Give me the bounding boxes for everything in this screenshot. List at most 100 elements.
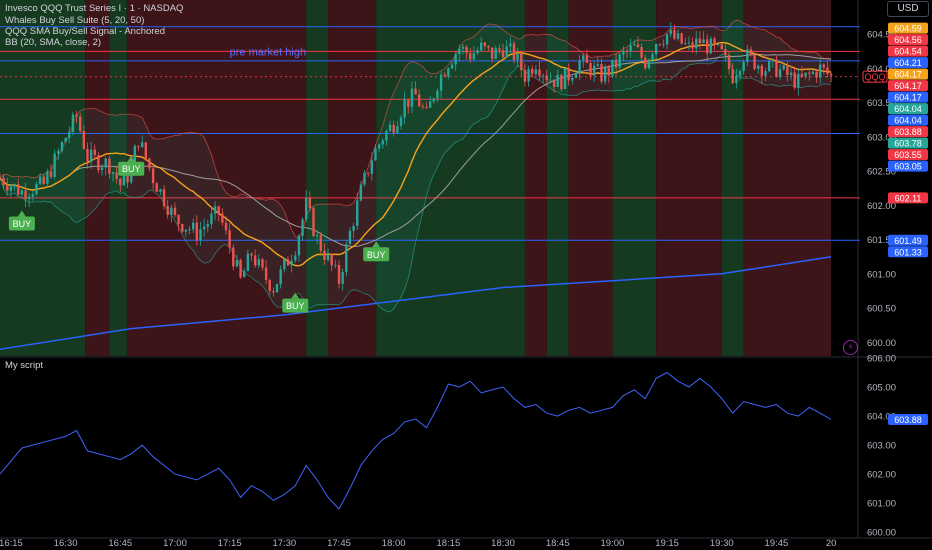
candle-body bbox=[199, 229, 202, 241]
candle-body bbox=[421, 106, 425, 108]
candle-body bbox=[709, 38, 713, 54]
candle-body bbox=[283, 259, 286, 270]
candle-body bbox=[483, 42, 487, 46]
candle-body bbox=[42, 176, 45, 184]
candle-body bbox=[377, 144, 381, 149]
buy-arrow bbox=[127, 155, 136, 162]
candle-body bbox=[811, 71, 815, 74]
candle-body bbox=[133, 145, 137, 169]
price-tick-label: 600.00 bbox=[867, 338, 896, 349]
candle-body bbox=[578, 60, 581, 74]
script-current-value: 603.88 bbox=[894, 415, 922, 425]
indicator-legend-whales[interactable]: Whales Buy Sell Suite (5, 20, 50) bbox=[5, 15, 145, 26]
candle-body bbox=[75, 114, 78, 117]
candle-body bbox=[479, 42, 483, 51]
price-label-box bbox=[888, 234, 928, 246]
candle-body bbox=[691, 42, 694, 49]
candle-body bbox=[305, 197, 308, 220]
candle-body bbox=[286, 259, 290, 266]
candle-body bbox=[210, 213, 213, 225]
price-tick-label: 601.00 bbox=[867, 269, 896, 280]
candle-body bbox=[644, 57, 647, 69]
candle-body bbox=[71, 114, 75, 132]
candle-body bbox=[53, 153, 56, 177]
script-line bbox=[0, 371, 832, 510]
candle-body bbox=[392, 124, 395, 133]
buy-signal-box bbox=[363, 247, 390, 262]
candle-body bbox=[684, 43, 687, 44]
candle-body bbox=[498, 48, 501, 51]
candle-body bbox=[294, 255, 297, 261]
candle-body bbox=[603, 67, 607, 82]
price-label: 601.49 bbox=[894, 236, 922, 246]
time-tick-label: 17:45 bbox=[327, 538, 351, 549]
price-label-box bbox=[888, 126, 928, 138]
candle-body bbox=[68, 131, 71, 138]
candle-body bbox=[490, 47, 494, 59]
candle-body bbox=[669, 29, 672, 35]
candle-body bbox=[793, 72, 796, 88]
price-label: 603.05 bbox=[894, 162, 922, 172]
buy-signal-box bbox=[8, 216, 35, 231]
candle-body bbox=[206, 224, 209, 227]
price-label-box bbox=[888, 91, 928, 103]
candle-body bbox=[680, 33, 683, 44]
candle-body bbox=[418, 94, 421, 107]
candle-body bbox=[396, 125, 399, 133]
candle-body bbox=[695, 38, 698, 49]
candle-body bbox=[414, 88, 417, 95]
candle-body bbox=[516, 53, 519, 60]
candle-body bbox=[549, 79, 552, 81]
price-label: 603.55 bbox=[894, 150, 922, 160]
anchored-sma-line bbox=[0, 255, 832, 350]
candle-body bbox=[60, 141, 64, 151]
time-tick-label: 18:00 bbox=[382, 538, 406, 549]
currency-button[interactable]: USD bbox=[887, 1, 929, 17]
candle-body bbox=[749, 49, 753, 55]
candle-body bbox=[144, 142, 147, 159]
candle-body bbox=[137, 145, 140, 147]
candle-body bbox=[789, 72, 793, 76]
candle-body bbox=[727, 54, 731, 70]
price-label-box bbox=[888, 149, 928, 161]
candle-body bbox=[315, 235, 319, 237]
zone-red bbox=[743, 0, 832, 356]
candle-body bbox=[713, 38, 716, 45]
candle-body bbox=[334, 264, 337, 266]
candle-body bbox=[366, 172, 370, 174]
candle-body bbox=[538, 69, 541, 76]
chart-title: Invesco QQQ Trust Series I · 1 · NASDAQ bbox=[5, 3, 184, 14]
candle-body bbox=[356, 200, 359, 226]
candle-body bbox=[800, 73, 804, 77]
candle-body bbox=[720, 44, 723, 50]
candle-body bbox=[326, 254, 330, 260]
candle-body bbox=[6, 185, 9, 191]
candle-body bbox=[151, 168, 155, 184]
script-value-box bbox=[888, 414, 928, 426]
candle-body bbox=[97, 155, 100, 171]
time-tick-label: 16:15 bbox=[0, 538, 23, 549]
time-tick-label: 17:00 bbox=[163, 538, 187, 549]
symbol-tag: QQQ bbox=[864, 72, 885, 82]
lightning-icon[interactable]: ⚡ bbox=[843, 340, 858, 355]
candle-body bbox=[531, 69, 534, 75]
price-tick-label: 601.50 bbox=[867, 235, 896, 246]
script-tick-label: 605.00 bbox=[867, 383, 896, 394]
candle-body bbox=[301, 219, 304, 236]
candle-body bbox=[31, 194, 34, 197]
script-tick-label: 603.00 bbox=[867, 441, 896, 452]
candle-body bbox=[264, 267, 268, 280]
candle-body bbox=[399, 117, 403, 126]
candle-body bbox=[607, 67, 610, 76]
indicator-legend-bb[interactable]: BB (20, SMA, close, 2) bbox=[5, 37, 102, 48]
indicator-legend-sma[interactable]: QQQ SMA Buy/Sell Signal - Anchored bbox=[5, 26, 165, 37]
price-label-box bbox=[888, 103, 928, 115]
candle-body bbox=[797, 73, 800, 88]
candle-body bbox=[27, 196, 31, 200]
candle-body bbox=[654, 44, 658, 55]
price-label-box bbox=[888, 114, 928, 126]
candle-body bbox=[454, 54, 457, 65]
price-tick-label: 604.00 bbox=[867, 64, 896, 75]
price-label-box bbox=[888, 137, 928, 149]
candle-body bbox=[782, 64, 785, 70]
